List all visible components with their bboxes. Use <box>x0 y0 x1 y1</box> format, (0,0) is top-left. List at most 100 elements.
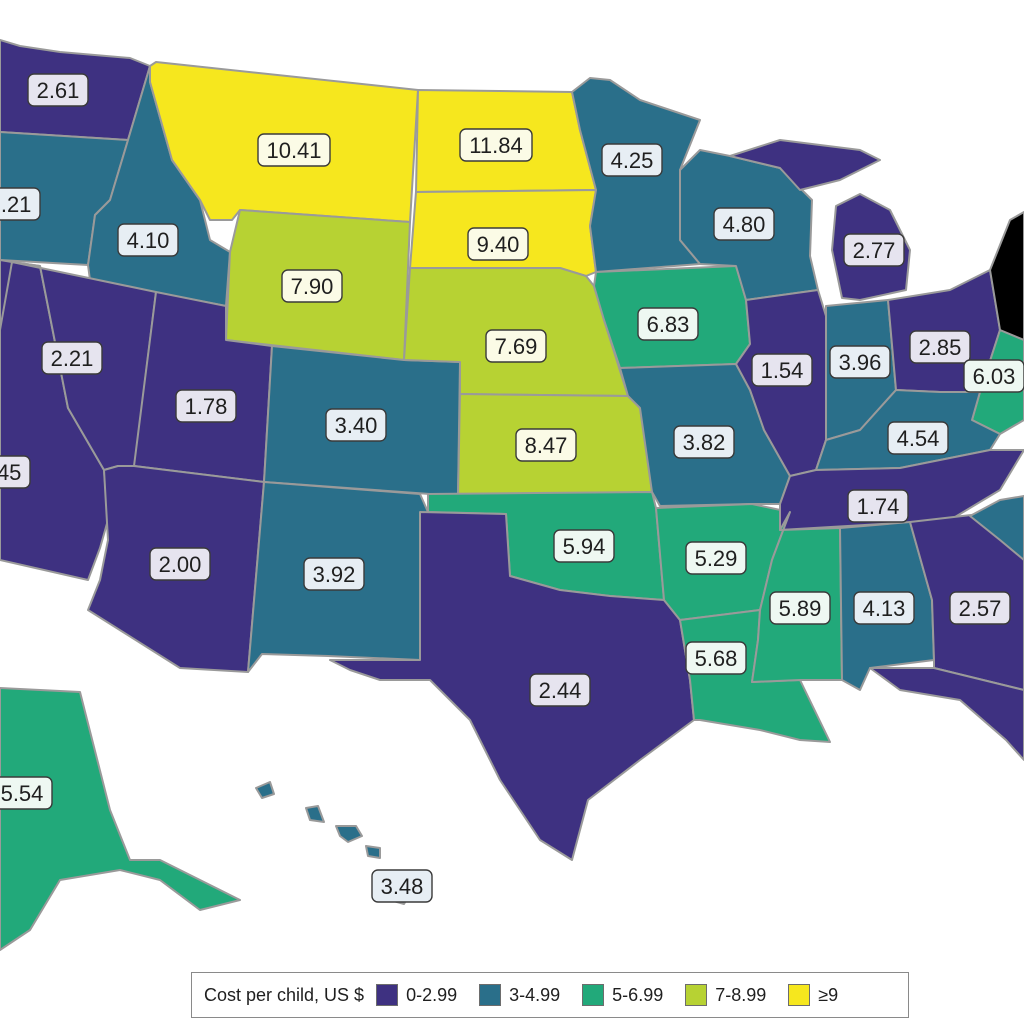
state-label-KS: 8.47 <box>515 428 577 462</box>
state-label-MT: 10.41 <box>257 133 331 167</box>
state-label-KY: 4.54 <box>887 421 949 455</box>
state-label-AL: 4.13 <box>853 591 915 625</box>
state-label-box-TX <box>529 673 591 707</box>
legend-item-4: ≥9 <box>788 984 838 1006</box>
state-label-WV: 6.03 <box>963 359 1024 393</box>
state-label-box-ND <box>459 128 533 162</box>
state-label-NV: 2.21 <box>41 341 103 375</box>
state-labels: 2.61 3.21 2.45 4.10 2.21 10.41 7.90 1.78 2.00 3.4… <box>0 73 1024 903</box>
state-value-ND: 11.84 <box>469 133 522 158</box>
state-label-box-IN <box>829 345 891 379</box>
state-label-WY: 7.90 <box>281 269 343 303</box>
state-value-IN: 3.96 <box>839 350 882 375</box>
state-label-box-MI <box>843 233 905 267</box>
legend-swatch-0 <box>376 984 399 1006</box>
state-value-GA: 2.57 <box>959 596 1002 621</box>
state-label-IA: 6.83 <box>637 307 699 341</box>
state-label-box-MS <box>769 591 831 625</box>
state-label-box-AL <box>853 591 915 625</box>
state-label-IN: 3.96 <box>829 345 891 379</box>
state-value-OH: 2.85 <box>919 335 962 360</box>
state-value-TX: 2.44 <box>539 678 582 703</box>
state-label-MN: 4.25 <box>601 143 663 177</box>
legend-label-1: 3-4.99 <box>509 984 561 1005</box>
state-label-box-MO <box>673 425 735 459</box>
legend-label-4: ≥9 <box>818 984 839 1005</box>
state-label-box-IA <box>637 307 699 341</box>
legend-item-0: 0-2.99 <box>376 984 457 1006</box>
state-value-OK: 5.94 <box>563 534 606 559</box>
state-value-WV: 6.03 <box>973 364 1016 389</box>
state-value-AL: 4.13 <box>863 596 906 621</box>
state-label-box-CO <box>325 408 387 442</box>
state-label-box-IL <box>751 353 813 387</box>
state-value-CA: 2.45 <box>0 460 21 485</box>
state-label-AK: 5.54 <box>0 776 53 810</box>
legend-swatch-3 <box>685 984 708 1006</box>
state-east-edge <box>989 211 1024 341</box>
state-value-LA: 5.68 <box>695 646 738 671</box>
state-value-MS: 5.89 <box>779 596 822 621</box>
state-label-OH: 2.85 <box>909 330 971 364</box>
legend-title: Cost per child, US $ <box>204 984 365 1005</box>
state-value-SD: 9.40 <box>477 232 520 257</box>
state-label-WA: 2.61 <box>27 73 89 107</box>
state-label-box-SD <box>467 227 529 261</box>
state-label-box-WI <box>713 207 775 241</box>
state-value-AK: 5.54 <box>1 781 44 806</box>
state-value-CO: 3.40 <box>335 413 378 438</box>
state-label-box-AK <box>0 776 53 810</box>
state-label-box-AZ <box>149 547 211 581</box>
legend-item-2: 5-6.99 <box>582 984 663 1006</box>
state-value-MT: 10.41 <box>266 138 321 163</box>
state-label-box-MT <box>257 133 331 167</box>
legend: Cost per child, US $ 0-2.99 3-4.99 5-6.9… <box>191 972 909 1018</box>
state-label-GA: 2.57 <box>949 591 1011 625</box>
state-value-NE: 7.69 <box>495 334 538 359</box>
state-label-box-MN <box>601 143 663 177</box>
state-label-box-GA <box>949 591 1011 625</box>
state-label-IL: 1.54 <box>751 353 813 387</box>
legend-label-3: 7-8.99 <box>715 984 767 1005</box>
state-value-HI: 3.48 <box>381 874 424 899</box>
state-label-MO: 3.82 <box>673 425 735 459</box>
state-east-edge <box>969 495 1024 561</box>
state-value-WI: 4.80 <box>723 212 766 237</box>
state-label-TX: 2.44 <box>529 673 591 707</box>
state-label-box-NM <box>303 557 365 591</box>
state-label-ID: 4.10 <box>117 223 179 257</box>
state-label-AR: 5.29 <box>685 541 747 575</box>
state-AK[interactable] <box>0 687 241 951</box>
state-label-OR: 3.21 <box>0 187 41 221</box>
legend-swatch-2 <box>582 984 605 1006</box>
state-label-CA: 2.45 <box>0 455 31 489</box>
state-value-UT: 1.78 <box>185 394 228 419</box>
legend-swatch-4 <box>788 984 811 1006</box>
state-label-TN: 1.74 <box>847 489 909 523</box>
state-label-box-CA <box>0 455 31 489</box>
state-label-NE: 7.69 <box>485 329 547 363</box>
state-label-MI: 2.77 <box>843 233 905 267</box>
state-label-box-WY <box>281 269 343 303</box>
state-label-box-NE <box>485 329 547 363</box>
state-value-KY: 4.54 <box>897 426 940 451</box>
state-label-box-NV <box>41 341 103 375</box>
state-value-MO: 3.82 <box>683 430 726 455</box>
state-label-box-TN <box>847 489 909 523</box>
state-label-HI: 3.48 <box>371 869 433 903</box>
state-value-ID: 4.10 <box>127 228 170 253</box>
state-label-CO: 3.40 <box>325 408 387 442</box>
state-label-box-ID <box>117 223 179 257</box>
state-label-NM: 3.92 <box>303 557 365 591</box>
state-TX[interactable] <box>329 511 695 861</box>
state-value-IL: 1.54 <box>761 358 804 383</box>
state-value-TN: 1.74 <box>857 494 900 519</box>
state-label-box-UT <box>175 389 237 423</box>
state-label-UT: 1.78 <box>175 389 237 423</box>
state-value-MI: 2.77 <box>853 238 896 263</box>
state-value-NV: 2.21 <box>51 346 94 371</box>
state-label-box-KS <box>515 428 577 462</box>
state-value-IA: 6.83 <box>647 312 690 337</box>
state-label-LA: 5.68 <box>685 641 747 675</box>
state-label-box-KY <box>887 421 949 455</box>
